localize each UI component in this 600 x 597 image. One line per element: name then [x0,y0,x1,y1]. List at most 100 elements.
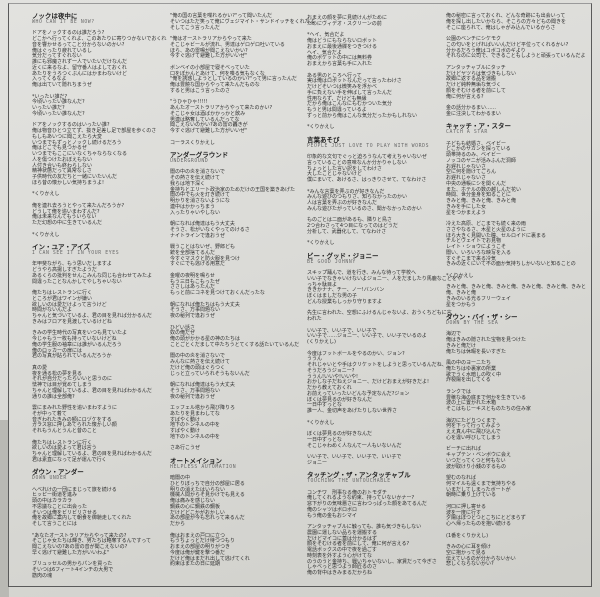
lyric-stanza: 公園のベンチにシケモク この匂いをとげればいいんだけど平位ってくれるかい? 分かるだ… [446,36,586,60]
lyric-line: 風の中のヨーニたち [446,360,492,366]
lyric-line: ドアをノックするのは誰だろう? [32,30,105,37]
lyric-line: 金曜の夜明を鳴らせ [170,272,215,279]
lyric-line: 何を下って行ってみよう [446,423,501,430]
lyric-line: そが中って着て [32,410,67,417]
lyric-line: 闇の中の炎を消さないで [170,169,225,176]
lyric-line: コンチワ 刑事なる俺のおトモダチ [307,489,388,496]
song-title-english: DOWN BY THE SEA [446,321,499,326]
lyric-line: だけど純粋無垢な気づく [446,82,502,88]
lyric-line: そしてこう言ったんだ [170,24,220,31]
lyric-line: コーラスくりかえし [170,139,215,146]
lyric-line: レイト・ショウにようこそ [446,244,507,250]
lyric-line: どうして俺を追いまわすんだ? [32,208,100,215]
lyric-line: 暗闇の中 [170,475,191,481]
lyric-line: きみと俺、きみと俺、きみと俺 [446,198,517,204]
lyric-line: 俺は豊饒な国からやって来たんだものな [170,82,260,88]
lyric-line: 俺は出ていて隠れちまうぜ [32,82,92,88]
lyric-line: 朝になれば俺達はもう大丈夫 [170,221,235,227]
lyric-line: 間違ったことなんかしてやしちゃいない [32,278,122,285]
lyric-line: 俺はどこでも見つかるぜ [32,145,87,152]
lyric-line: 闇い、いろいろな映写を入る [446,249,512,256]
lyric-line: きみを手にした女 [446,203,487,210]
lyric-stanza: 俺の秘密に言っておくれ、どんな奇跡にも出会いって 俺を探し出したいかなら、そこらの… [446,13,586,31]
lyric-line: 一日中ずっとな [307,436,342,443]
lyric-line: 奴の俺だぜ [170,330,196,337]
lyric-line: 俺の秘密に言っておくれ、どんな奇跡にも出会いって [446,13,566,19]
lyric-line: 筋肉の塊 [32,572,53,579]
lyric-line: 今頃いったい誰なんだ? [32,110,85,117]
lyric-line: 俺を故郷に案内して朝食を御馳走してくれた [32,515,132,522]
lyric-line: 心を違い呼びしてしまう [446,434,501,441]
lyric-line: へべれけの一団にまじって旅を続ける [32,486,117,493]
lyric-line: 通りの誰は全部俺? [32,393,75,400]
lyric-stanza: 闇の中の炎を消さないで みんなに熱さを伝え続けて だけど俺の頭はぐらつく じっと立って… [170,353,315,377]
lyric-line: そうだろうジョニー? [307,367,355,374]
lyric-line: 俺はどうにもならないロボット [307,38,378,44]
lyric-line: だけどヤツらは気づきもしない [446,70,517,77]
lyric-line: 金持ちとエリート政治家のためだけの王国を築きあげた [170,186,296,193]
song-title: イン・ユア・アイズ [32,243,90,251]
lyric-stanza: きみと俺、きみと俺、きみと俺、きみと俺、きみと俺、きみと 俺、きみと俺 きみのいる光… [446,284,586,308]
lyric-line: だから俺はこんなにもむかついた気分 [307,101,393,108]
lyric-line: 俺してくれるような約束、持っていないかナー? [307,495,415,502]
lyric-line: 顔をそむける者を前にして、俺に何が言える? [307,541,410,548]
lyric-line: もう三日もこもったぜ [170,278,220,285]
lyric-line: ひどい話さ [170,324,195,331]
song-title: ノックは夜中に [32,12,78,20]
lyric-stanza: 金曜の夜明を鳴らせ もう三日もこもったぜ ささしはあったんだ もっと前にコネを見つけて… [170,272,315,297]
lyric-line: 中央の通帳にシを関くんだ [446,180,507,187]
lyric-line: いまだしてしまったボートが [446,486,511,493]
lyric-line: 何マイルも遠くまで気持ちやる [446,480,517,487]
lyric-line: 子どもも結婚さ、ベイビー [446,140,507,147]
lyric-line: 悲しくならないかい? [446,561,494,568]
lyric-stanza: コンチワ 刑事なる俺のおトモダチ 俺してくれるような約束、持っていないかナー? 窓下… [307,489,462,520]
lyric-line: それもうんとうんと昔のこと [32,428,97,434]
lyric-line: われた [307,316,322,322]
lyric-line: 俺はぐったり疲れているし [32,47,92,54]
lyric-stanza: *ヘイ、気合だよ 俺はどうにもならないロボット おまえに最後通牒をつきつける ヘ… [307,32,462,68]
lyric-line: だけど俺はまだれ出して逃げてくれ [170,555,250,562]
lyric-line: さあ行こうぜ [170,445,201,452]
lyric-line: ききかナナ、チー、ノー!バンバン [307,287,385,294]
lyric-line: そうさ、万事問題ない [170,307,221,314]
lyric-line: 戦うことはないぜ、野郎ども [170,244,236,250]
lyric-line: 望むのなれば [446,475,477,481]
lyric-line: 君の写真が貼られているんだろうか [32,353,112,360]
lyric-line: 僕にまいて、あけるさ、はっきりさせて、てなわけさ [307,177,427,183]
lyric-line: それが自分だったらいいと思うのに [32,376,113,383]
lyric-line: あんたオーストラリアからやって来たのかい? [170,105,273,111]
lyric-line: それなのに公司で、できることもしようと頑張っているんだよ [446,53,586,60]
lyric-line: *みんな言葉を弄ぶのが好きなんだ [307,188,385,195]
lyric-line: ずっと前から俺はこんな気分だったかもしれない [307,112,418,119]
lyric-line: 空に何を隠けてごらん [446,169,497,176]
lyric-line: いい子でなきゃいけないよジョニー、人をだましたり馬鹿なことをや [307,275,462,282]
song-title-english: HELPLESS AUTOMATION [170,464,237,470]
lyric-line: 農園に運しない品らを運搬する [307,529,378,536]
lyric-line: 不思議なことに出会った [32,503,88,510]
lyric-line: 銃を全部捨てるんだ [170,249,216,256]
lyric-line: 窓下がりの気味悪さに言わつっぱった顔をあてるんだ [307,501,427,507]
lyric-line: 時間、世分金身を知ることに [446,192,512,199]
lyric-line: ある男のところへ行って [307,72,362,79]
lyric-stanza: *いったい誰だ? 今頃いったい誰なんだ? いったい誰だ? 今頃いったい誰なんだ? [32,94,166,118]
lyric-line: ドアをノックするのはいったい誰? [32,122,110,129]
lyric-line: ささしはあったんだ [170,284,216,291]
lyric-line: ヘイ、気合だよ [307,49,342,56]
lyric-line: そいつはただ笑って俺にヴェジマイト・サンドイッチをくれたよ [170,18,315,25]
lyric-stanza: *くりかえし [307,420,462,427]
lyric-stanza: 印象的な文句でぐっと迫ろうなんて考えちゃいないぜ 言っていることの意味なんか分かり… [307,154,462,184]
lyric-line: ビーチに出れば [446,446,482,453]
lyric-line: 人は言葉を弄ぶのが好きなんだ [307,200,378,206]
lyric-line: 欲しいのは愛よって君は言う [32,445,97,452]
lyric-line: だから [170,521,186,527]
lyric-line: 今じゃもう一枚も持っていないけどね [32,336,117,342]
song-title: オートメイション [170,456,222,465]
song-title: ビー・グッド・ジョニー [307,251,379,260]
lyric-line: そこに座られて、俺はしゃがみ込んでいるからさ [446,24,556,31]
lyric-line: そうさ、万事問題ない [170,387,221,394]
lyric-line: 冷えた高原、どこまでも続く来の雨 [446,221,526,227]
lyric-stanza: ビーチに出れば キャプテン・ベンボウに会え いつだってくつと何もない 波が取けり小銭の… [446,446,586,470]
lyric-line: 星をつかまえよう [446,209,487,216]
lyric-line: 俺たちはゆ裏家の所業 [446,365,497,372]
lyric-line: この匂いをとげればいいんだけど平位ってくれるかい? [446,41,569,48]
